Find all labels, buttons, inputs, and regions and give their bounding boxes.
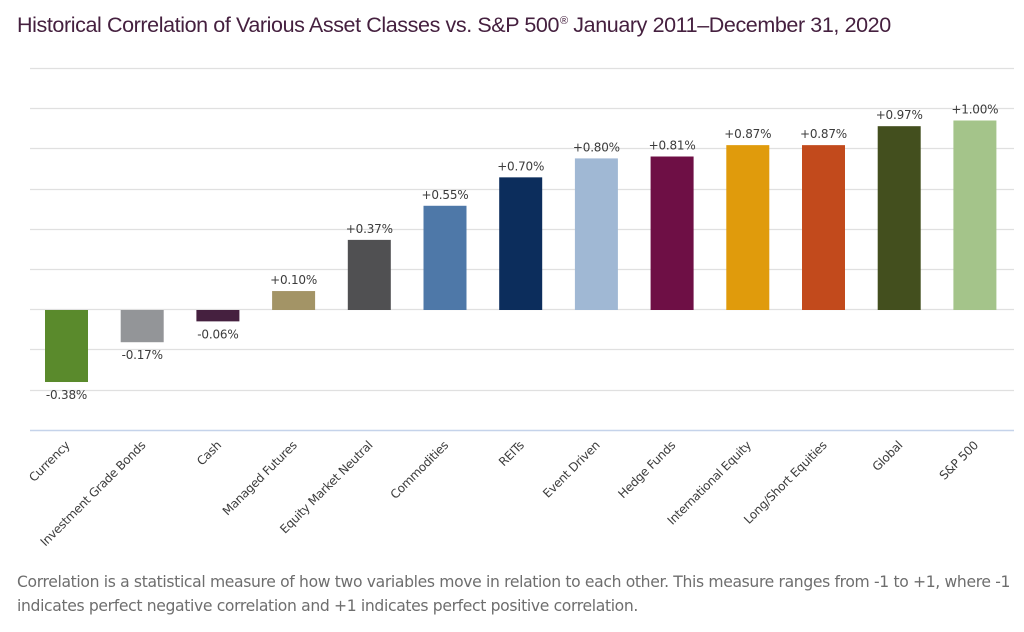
data-label: +0.70% [497,159,544,173]
category-label: Commodities [388,438,452,502]
registered-mark: ® [560,15,568,27]
data-label: -0.38% [46,388,87,402]
bar-equity-market-neutral [347,239,391,310]
category-label: S&P 500 [937,438,981,482]
data-label: +0.97% [876,108,923,122]
data-label: -0.06% [197,327,238,341]
category-label: Event Driven [540,438,602,500]
data-label: +0.87% [724,127,771,141]
bar-s-p-500 [953,120,997,310]
bar-cash [196,310,240,322]
bar-hedge-funds [650,156,694,310]
bar-chart: -0.38% -0.17% -0.06% +0.10% +0.37% +0.55% +0.7… [26,67,1014,549]
bar-global [877,126,921,310]
data-label: +0.10% [270,273,317,287]
category-label: Cash [194,438,224,468]
category-label: Hedge Funds [615,438,678,501]
data-label: +0.37% [346,222,393,236]
category-label: REITs [496,438,527,469]
bar-international-equity [726,145,770,310]
caption: Correlation is a statistical measure of … [17,573,1011,615]
category-label: International Equity [665,438,754,527]
bars [45,120,997,383]
chart-title: Historical Correlation of Various Asset … [17,13,891,38]
chart-title-period: January 2011–December 31, 2020 [567,13,891,37]
bar-reits [499,177,543,310]
data-label: -0.17% [122,348,163,362]
bar-event-driven [574,158,618,310]
chart-title-main: Historical Correlation of Various Asset … [17,13,560,37]
bar-managed-futures [272,291,316,310]
category-label: Long/Short Equities [741,438,830,527]
bar-commodities [423,205,467,310]
data-labels: -0.38% -0.17% -0.06% +0.10% +0.37% +0.55% +0.7… [46,103,999,403]
data-label: +1.00% [951,103,998,117]
data-label: +0.81% [649,139,696,153]
category-label: Global [870,438,906,474]
data-label: +0.55% [422,188,469,202]
bar-currency [45,310,88,383]
bar-long-short-equities [802,145,845,310]
category-label: Managed Futures [220,438,300,518]
category-label: Currency [26,438,73,485]
data-label: +0.80% [573,140,620,154]
data-label: +0.87% [800,127,847,141]
bar-investment-grade-bonds [120,310,164,343]
